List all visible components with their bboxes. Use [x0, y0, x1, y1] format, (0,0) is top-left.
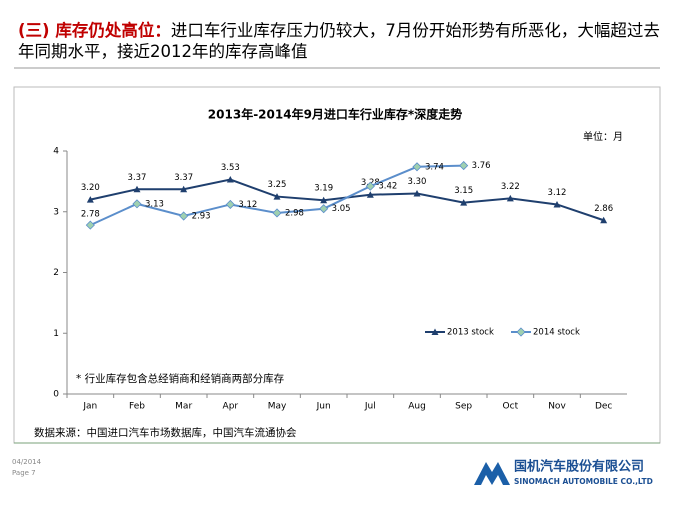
- y-tick-label: 1: [53, 329, 59, 339]
- y-tick-label: 0: [53, 390, 59, 400]
- x-tick-label: Jul: [364, 402, 376, 412]
- data-label: 3.76: [472, 161, 491, 171]
- header-text: 进口车行业库存压力仍较大，7月份开始形势有所恶化，大幅超过去年同期水平，接近20…: [18, 21, 660, 61]
- logo: [474, 462, 510, 485]
- marker: [85, 220, 95, 230]
- x-tick-label: Nov: [548, 402, 566, 412]
- marker: [365, 181, 375, 191]
- data-label: 3.15: [454, 186, 473, 196]
- x-tick-label: Sep: [455, 402, 472, 412]
- x-tick-label: Jun: [316, 402, 331, 412]
- data-label: 3.25: [268, 180, 287, 190]
- legend-label: 2013 stock: [447, 328, 494, 338]
- marker: [412, 162, 422, 172]
- marker: [506, 194, 514, 202]
- legend-label: 2014 stock: [533, 328, 580, 338]
- marker: [179, 211, 189, 221]
- footer-page: Page 7: [12, 469, 36, 477]
- marker: [133, 185, 141, 193]
- data-label: 3.37: [174, 173, 193, 183]
- chart-frame: [13, 86, 661, 444]
- x-tick-label: Dec: [595, 402, 612, 412]
- x-tick-label: Apr: [223, 402, 239, 412]
- data-label: 3.53: [221, 163, 240, 173]
- data-label: 2.98: [285, 208, 304, 218]
- header: (三) 库存仍处高位：进口车行业库存压力仍较大，7月份开始形势有所恶化，大幅超过…: [18, 20, 663, 62]
- y-tick-label: 4: [53, 147, 59, 157]
- marker: [600, 216, 608, 224]
- data-label: 3.20: [81, 183, 100, 193]
- x-tick-label: Aug: [408, 402, 426, 412]
- marker: [180, 185, 188, 193]
- data-label: 3.42: [378, 182, 397, 192]
- marker: [226, 176, 234, 183]
- x-tick-label: Oct: [503, 402, 519, 412]
- marker: [273, 193, 281, 200]
- logo-icon: [474, 462, 510, 485]
- marker: [272, 208, 282, 218]
- marker: [320, 196, 328, 204]
- unit-label: 单位：月: [583, 130, 623, 143]
- x-tick-label: Mar: [175, 402, 192, 412]
- company-name-en: SINOMACH AUTOMOBILE CO.,LTD: [514, 477, 653, 486]
- data-label: 2.86: [594, 204, 613, 214]
- data-label: 3.12: [238, 200, 257, 210]
- note: * 行业库存包含总经销商和经销商两部分库存: [76, 372, 285, 385]
- chart-title: 2013年-2014年9月进口车行业库存*深度走势: [208, 107, 462, 122]
- data-label: 2.78: [81, 210, 100, 220]
- data-label: 3.13: [145, 199, 164, 209]
- marker: [553, 200, 561, 208]
- x-tick-label: May: [268, 402, 287, 412]
- footer-date: 04/2014: [12, 458, 42, 466]
- data-label: 3.12: [548, 188, 567, 198]
- marker: [319, 204, 329, 214]
- marker: [366, 191, 374, 198]
- marker: [459, 161, 469, 171]
- x-tick-label: Jan: [82, 402, 97, 412]
- y-tick-label: 3: [53, 207, 59, 217]
- data-label: 3.30: [408, 177, 427, 187]
- data-label: 3.74: [425, 162, 444, 172]
- data-label: 3.05: [332, 204, 351, 214]
- x-tick-label: Feb: [129, 402, 145, 412]
- marker: [132, 199, 142, 209]
- marker: [413, 190, 421, 197]
- marker: [86, 196, 94, 203]
- data-label: 2.93: [192, 212, 211, 222]
- data-label: 3.22: [501, 182, 520, 192]
- company-name: 国机汽车股份有限公司: [514, 459, 644, 475]
- data-label: 3.37: [128, 173, 147, 183]
- data-label: 3.19: [314, 184, 333, 194]
- marker: [431, 328, 439, 335]
- source: 数据来源：中国进口汽车市场数据库，中国汽车流通协会: [34, 426, 297, 439]
- marker: [460, 199, 468, 206]
- marker: [225, 199, 235, 210]
- header-prefix: (三) 库存仍处高位：: [18, 21, 171, 40]
- y-tick-label: 2: [53, 268, 59, 278]
- marker: [516, 327, 526, 337]
